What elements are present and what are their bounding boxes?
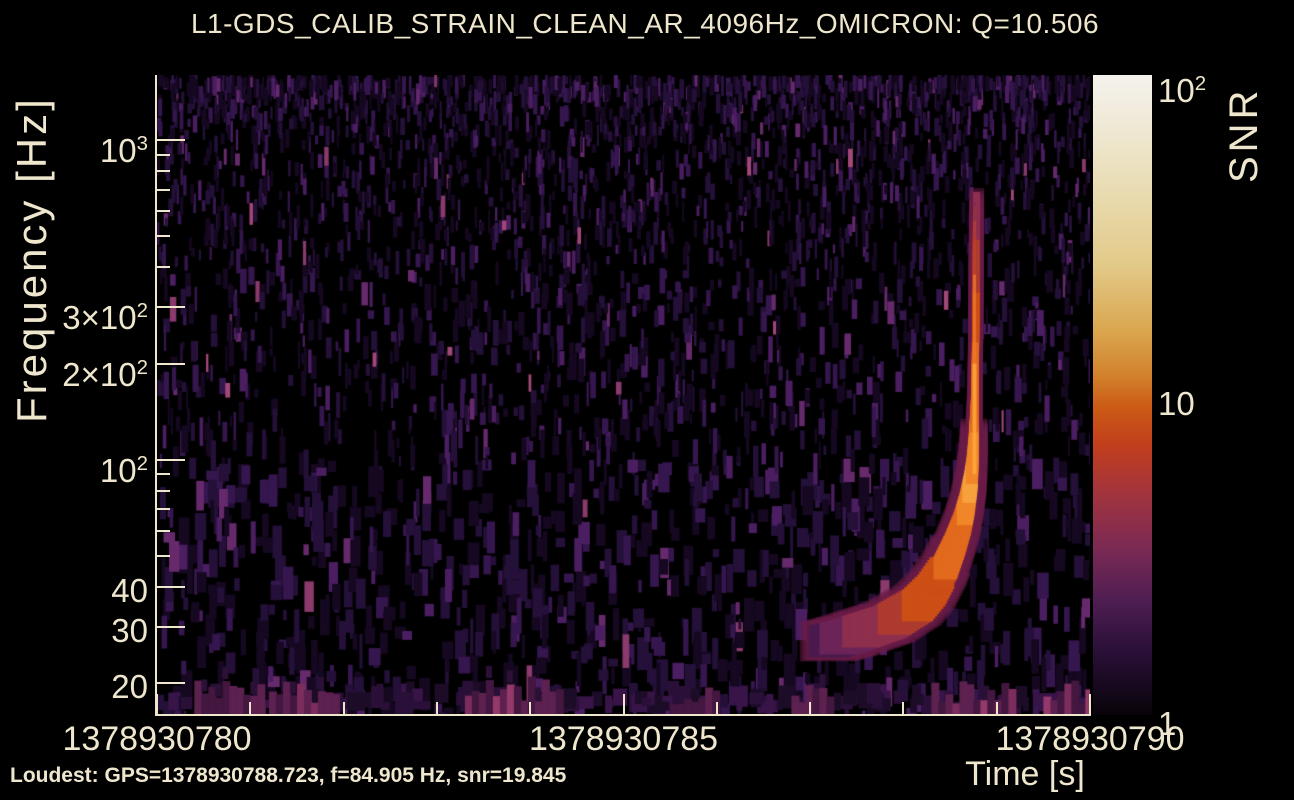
loudest-event-summary: Loudest: GPS=1378930788.723, f=84.905 Hz… <box>10 764 567 787</box>
y-major-tick <box>157 585 185 588</box>
colorbar-tick-label-text: 1 <box>1158 705 1177 742</box>
x-tick-label-text: 1378930790 <box>995 720 1185 758</box>
y-minor-tick <box>157 235 170 238</box>
colorbar-tick-label-text: 10 <box>1158 72 1195 109</box>
x-minor-tick <box>995 702 998 714</box>
y-tick-label: 2×102 <box>0 347 148 393</box>
colorbar-tick-label-text: 10 <box>1158 385 1195 422</box>
y-tick-label-exponent: 2 <box>136 299 148 323</box>
y-minor-tick <box>157 266 170 269</box>
y-minor-tick <box>157 153 170 156</box>
x-minor-tick <box>715 702 718 714</box>
x-major-tick <box>622 694 625 714</box>
x-minor-tick <box>809 702 812 714</box>
y-tick-label-text: 20 <box>111 668 148 706</box>
y-major-tick <box>157 458 185 461</box>
y-major-tick <box>157 625 185 628</box>
colorbar-tick-label: 1 <box>1158 703 1176 745</box>
y-tick-label: 103 <box>0 123 148 169</box>
y-axis-spine <box>155 75 157 716</box>
y-tick-label-text: 40 <box>111 571 148 609</box>
x-minor-tick <box>249 702 252 714</box>
y-major-tick <box>157 139 185 142</box>
y-tick-label: 102 <box>0 443 148 489</box>
x-tick-label-text: 1378930785 <box>528 720 719 758</box>
y-minor-tick <box>157 508 170 511</box>
y-major-tick <box>157 362 185 365</box>
x-tick-label: 1378930780 <box>62 720 251 759</box>
spectrogram-canvas <box>157 75 1090 714</box>
y-tick-label-text: 10 <box>99 132 137 170</box>
x-major-tick <box>1089 694 1091 714</box>
y-minor-tick <box>157 554 170 557</box>
y-minor-tick <box>157 210 170 213</box>
y-tick-label: 3×102 <box>0 290 148 336</box>
y-tick-label-exponent: 2 <box>136 451 148 475</box>
y-minor-tick <box>157 170 170 173</box>
y-tick-label: 40 <box>0 570 148 612</box>
x-tick-label-text: 1378930780 <box>62 720 252 758</box>
colorbar-major-tick <box>1120 714 1152 716</box>
x-minor-tick <box>529 702 532 714</box>
y-minor-tick <box>157 188 170 191</box>
y-major-tick <box>157 682 185 685</box>
y-tick-label-text: 3×10 <box>62 299 137 337</box>
y-tick-label: 30 <box>0 610 148 652</box>
y-minor-tick <box>157 489 170 492</box>
x-axis-spine <box>155 714 1091 716</box>
y-tick-label-exponent: 3 <box>136 132 148 156</box>
x-minor-tick <box>342 702 345 714</box>
x-major-tick <box>156 694 158 714</box>
x-minor-tick <box>902 702 905 714</box>
y-tick-label-text: 10 <box>99 451 137 489</box>
x-axis-title: Time [s] <box>965 755 1085 793</box>
chart-title: L1-GDS_CALIB_STRAIN_CLEAN_AR_4096Hz_OMIC… <box>190 8 1100 39</box>
colorbar-tick-label: 10 <box>1158 383 1195 425</box>
x-tick-label: 1378930785 <box>529 720 718 759</box>
x-minor-tick <box>435 702 438 714</box>
y-tick-label-exponent: 2 <box>136 355 148 379</box>
y-minor-tick <box>157 529 170 532</box>
colorbar-tick-label: 102 <box>1158 63 1207 109</box>
y-tick-label-text: 2×10 <box>62 355 137 393</box>
x-tick-label: 1378930790 <box>995 720 1184 759</box>
y-minor-tick <box>157 473 170 476</box>
y-major-tick <box>157 306 185 309</box>
y-tick-label: 20 <box>0 666 148 708</box>
colorbar-gradient <box>1093 75 1152 715</box>
y-tick-label-text: 30 <box>111 611 148 649</box>
colorbar-title: SNR <box>1222 86 1266 184</box>
colorbar-tick-label-exponent: 2 <box>1194 72 1207 95</box>
